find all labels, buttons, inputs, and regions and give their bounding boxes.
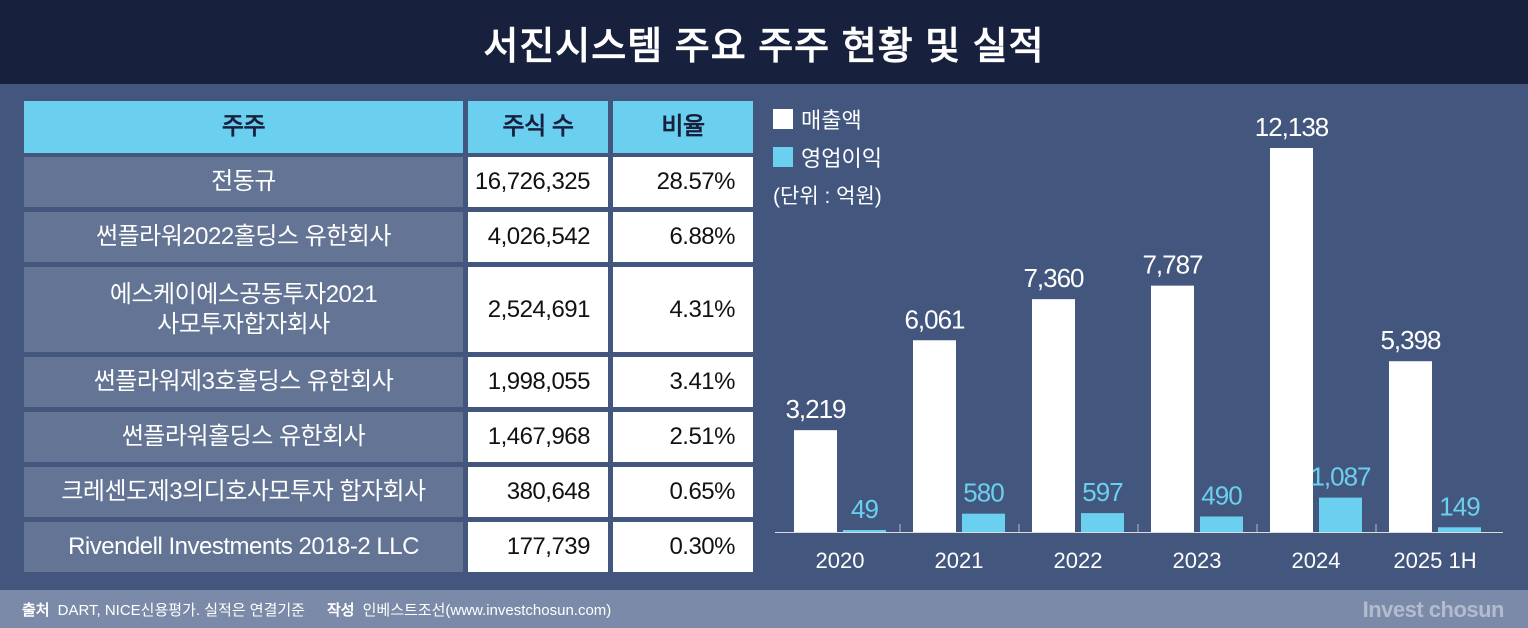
- data-label: 149: [1439, 491, 1480, 521]
- shareholder-name: 썬플라워제3호홀딩스 유한회사: [24, 357, 463, 407]
- shareholder-name: 에스케이에스공동투자2021 사모투자합자회사: [24, 267, 463, 352]
- column-header: 주주: [24, 101, 463, 153]
- bar-revenue: [1270, 148, 1313, 532]
- share-count: 380,648: [468, 467, 608, 517]
- data-label: 580: [963, 478, 1004, 508]
- legend-revenue: 매출액: [773, 103, 862, 135]
- bar-revenue: [1151, 285, 1194, 532]
- x-tick-label: 2024: [1292, 548, 1341, 573]
- bar-operating-profit: [1319, 497, 1362, 532]
- bar-revenue: [1389, 361, 1432, 532]
- author-text: 인베스트조선(www.investchosun.com): [362, 601, 612, 619]
- share-count: 16,726,325: [468, 157, 608, 207]
- column-header: 주식 수: [468, 101, 608, 153]
- data-label: 3,219: [785, 394, 846, 424]
- data-label: 49: [851, 494, 878, 524]
- bar-operating-profit: [843, 530, 886, 532]
- x-tick-label: 2025 1H: [1393, 548, 1476, 573]
- footer: 출처 DART, NICE신용평가. 실적은 연결기준 작성 인베스트조선(ww…: [0, 590, 1528, 628]
- legend-swatch-cyan: [773, 147, 793, 167]
- share-ratio: 6.88%: [613, 212, 753, 262]
- share-ratio: 2.51%: [613, 412, 753, 462]
- bar-revenue: [913, 340, 956, 532]
- legend-swatch-white: [773, 109, 793, 129]
- shareholder-name: 크레센도제3의디호사모투자 합자회사: [24, 467, 463, 517]
- bar-operating-profit: [1438, 527, 1481, 532]
- data-label: 12,138: [1255, 112, 1329, 142]
- x-tick-label: 2023: [1173, 548, 1222, 573]
- x-tick-label: 2021: [935, 548, 984, 573]
- data-label: 6,061: [904, 304, 965, 334]
- share-count: 177,739: [468, 522, 608, 572]
- bar-revenue: [794, 430, 837, 532]
- shareholder-name: Rivendell Investments 2018-2 LLC: [24, 522, 463, 572]
- data-label: 5,398: [1380, 325, 1441, 355]
- bar-revenue: [1032, 299, 1075, 532]
- source-label: 출처: [22, 601, 50, 619]
- legend-label: 영업이익: [801, 146, 882, 171]
- legend-label: 매출액: [801, 108, 862, 133]
- legend-profit: 영업이익: [773, 141, 882, 173]
- invest-chosun-logo: Invest chosun: [1362, 597, 1505, 622]
- column-header: 비율: [613, 101, 753, 153]
- share-count: 2,524,691: [468, 267, 608, 352]
- data-label: 7,360: [1023, 263, 1084, 293]
- share-ratio: 0.30%: [613, 522, 753, 572]
- shareholder-name: 썬플라워홀딩스 유한회사: [24, 412, 463, 462]
- share-ratio: 4.31%: [613, 267, 753, 352]
- share-count: 4,026,542: [468, 212, 608, 262]
- bar-operating-profit: [1081, 513, 1124, 532]
- page-title: 서진시스템 주요 주주 현황 및 실적: [0, 0, 1528, 84]
- x-tick-label: 2020: [816, 548, 865, 573]
- data-label: 490: [1201, 480, 1242, 510]
- bar-operating-profit: [1200, 516, 1243, 532]
- share-ratio: 28.57%: [613, 157, 753, 207]
- shareholder-name: 썬플라워2022홀딩스 유한회사: [24, 212, 463, 262]
- x-tick-label: 2022: [1054, 548, 1103, 573]
- author-label: 작성: [326, 601, 355, 619]
- share-count: 1,467,968: [468, 412, 608, 462]
- source-text: DART, NICE신용평가. 실적은 연결기준: [57, 601, 305, 619]
- shareholder-name: 전동규: [24, 157, 463, 207]
- data-label: 7,787: [1142, 250, 1203, 280]
- share-ratio: 0.65%: [613, 467, 753, 517]
- unit-label: (단위 : 억원): [773, 185, 882, 208]
- bar-operating-profit: [962, 513, 1005, 532]
- revenue-chart: 3,219 49 2020 6,061 580 2021 7,360 597 2022 7,787…: [775, 112, 1503, 573]
- share-count: 1,998,055: [468, 357, 608, 407]
- data-label: 597: [1082, 477, 1123, 507]
- share-ratio: 3.41%: [613, 357, 753, 407]
- data-label: 1,087: [1310, 462, 1371, 492]
